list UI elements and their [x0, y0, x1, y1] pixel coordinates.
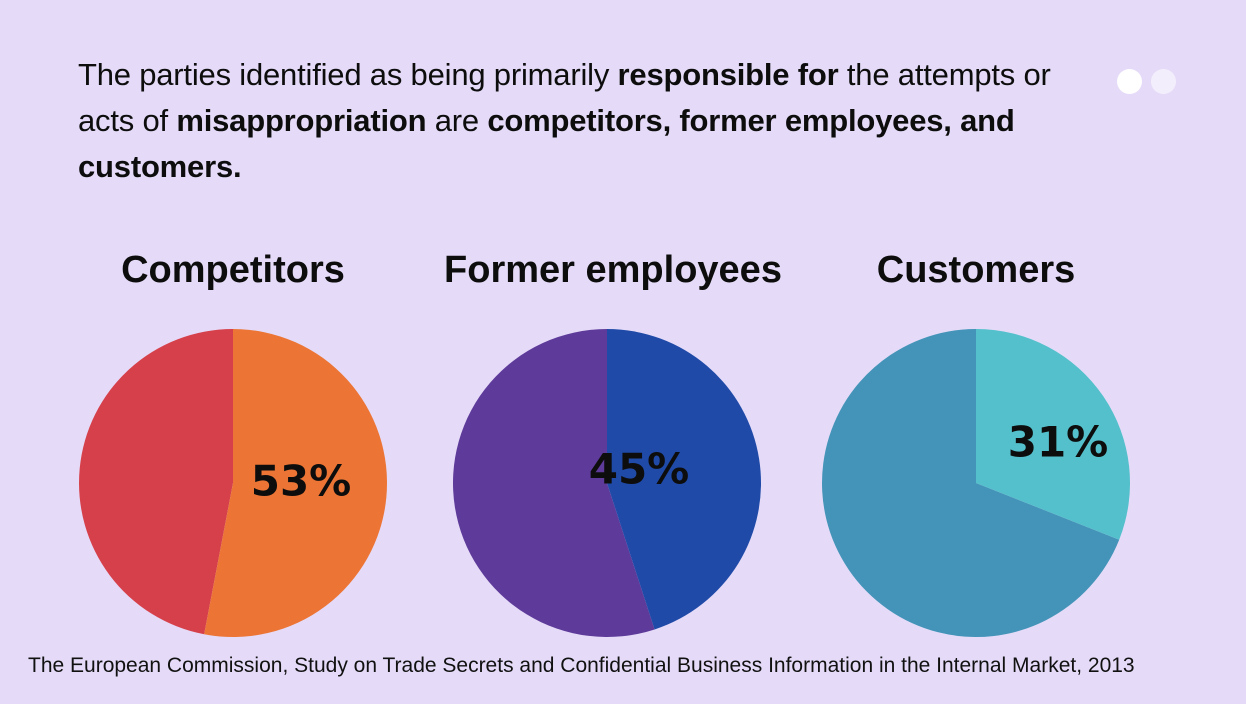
- slide-dot-2: [1151, 69, 1176, 94]
- pie-slice-former-employees-rest: [452, 329, 655, 637]
- pie-label-customers: 31%: [1008, 418, 1109, 467]
- chart-title-customers: Customers: [876, 249, 1076, 291]
- pie-label-competitors: 53%: [251, 457, 352, 506]
- chart-title-competitors: Competitors: [121, 249, 345, 291]
- slide-dots: [1117, 69, 1177, 95]
- pie-chart-customers: 31%: [822, 329, 1131, 637]
- headline-bold-1: responsible for: [617, 57, 839, 92]
- headline-text-1: The parties identified as being primaril…: [78, 57, 618, 92]
- pie-slice-competitors-value: [204, 329, 388, 637]
- headline-text-3: are: [426, 103, 488, 138]
- headline-bold-2: misappropriation: [176, 103, 427, 138]
- pie-slice-former-employees-value: [607, 329, 761, 630]
- headline-text-2: the attempts or acts of: [78, 57, 1051, 138]
- headline-bold-3: competitors, former employees, and custo…: [78, 103, 1015, 184]
- pie-slice-customers-value: [976, 329, 1131, 540]
- chart-title-former-employees: Former employees: [444, 249, 782, 291]
- pie-label-former-employees: 45%: [589, 445, 690, 494]
- pie-slice-customers-rest: [822, 329, 1120, 637]
- pie-slice-competitors-rest: [79, 329, 233, 635]
- slide-dot-1: [1117, 69, 1142, 94]
- pie-chart-former-employees: 45%: [452, 329, 761, 637]
- pie-chart-competitors: 53%: [79, 329, 388, 637]
- headline: The parties identified as being primaril…: [78, 52, 1078, 190]
- source-citation: The European Commission, Study on Trade …: [28, 654, 1135, 677]
